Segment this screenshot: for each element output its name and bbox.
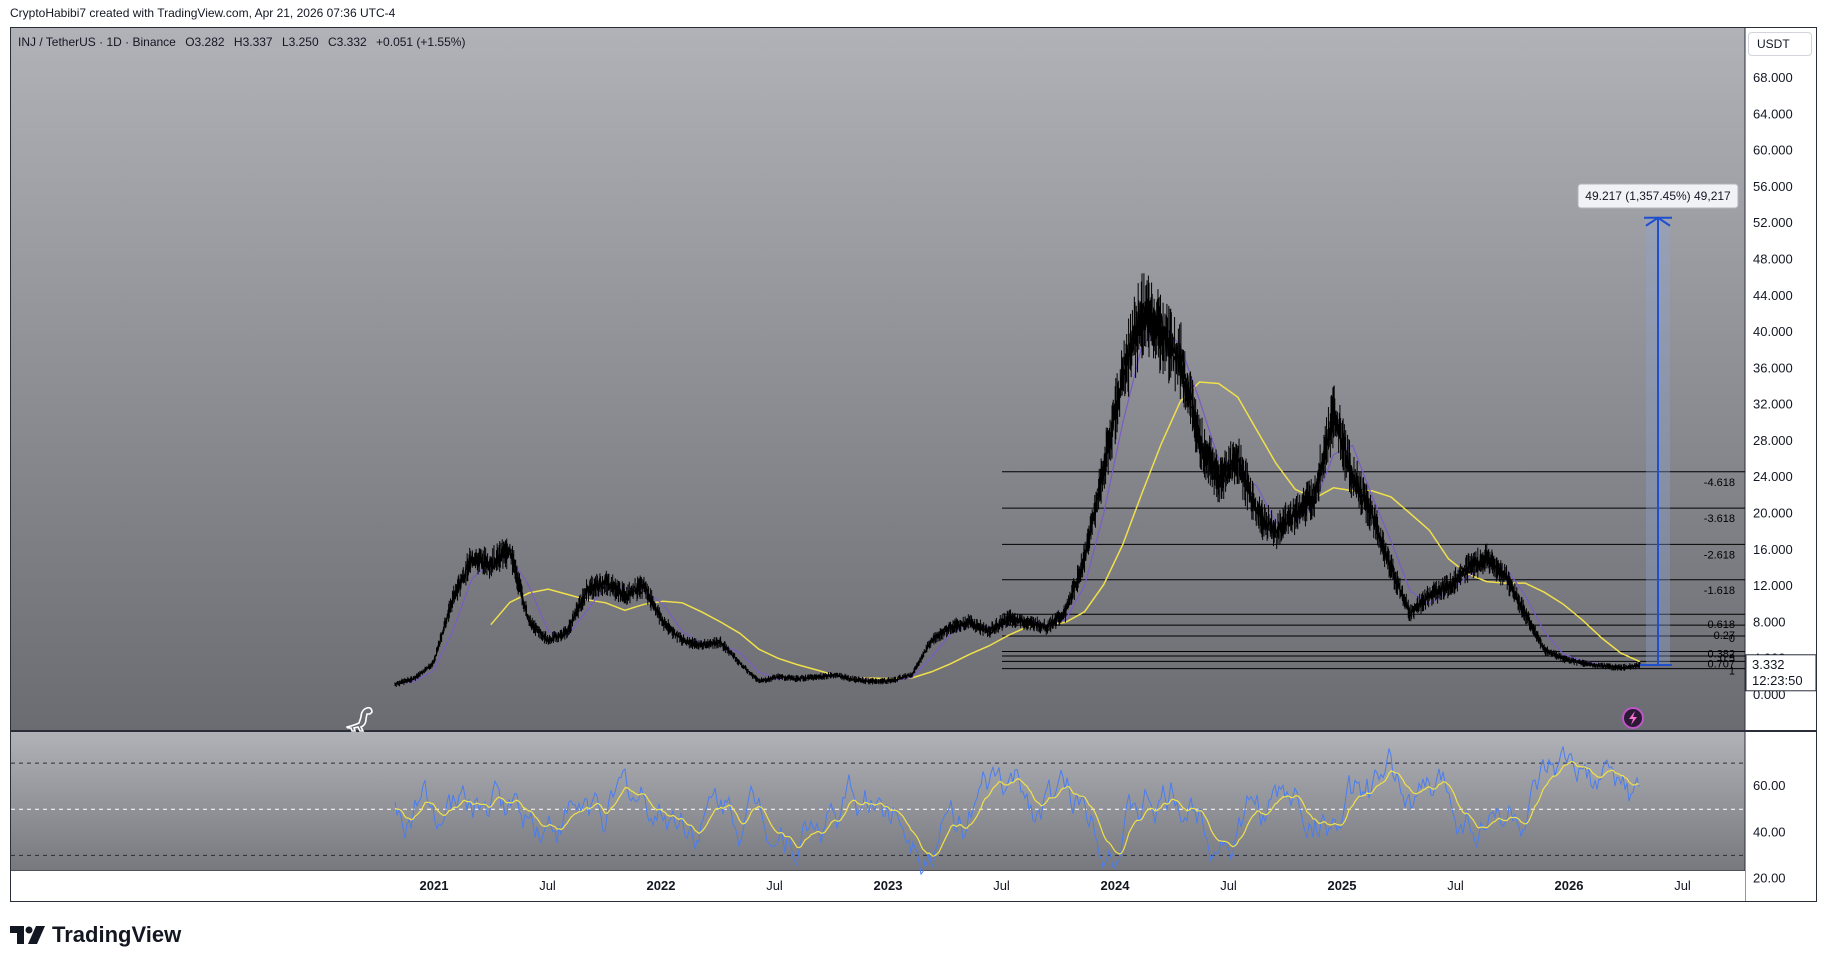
price-tick-label: 28.000 <box>1753 433 1793 448</box>
chart-credit: CryptoHabibi7 created with TradingView.c… <box>10 6 396 20</box>
price-tick-label: 36.000 <box>1753 360 1793 375</box>
ohlc-change: +0.051 (+1.55%) <box>376 35 466 49</box>
lightning-icon[interactable] <box>1622 707 1644 729</box>
dinosaur-icon[interactable] <box>346 706 373 732</box>
price-tick-label: 20.000 <box>1753 506 1793 521</box>
time-tick-label: 2022 <box>647 878 676 893</box>
rsi-line <box>394 746 1640 876</box>
rsi-axis-ticks: 20.00 40.00 60.00 <box>1753 778 1786 885</box>
rsi-tick-label: 20.00 <box>1753 870 1786 885</box>
rsi-tick-label: 40.00 <box>1753 824 1786 839</box>
fibonacci-extension[interactable]: -4.618-3.618-2.618-1.6180.618-0.2700.382… <box>1002 471 1745 678</box>
price-tick-label: 52.000 <box>1753 215 1793 230</box>
main-pane-background <box>11 28 1745 730</box>
price-axis-background <box>1745 28 1816 901</box>
fib-level-label: 0 <box>1729 633 1735 645</box>
time-tick-label: Jul <box>1447 878 1464 893</box>
ohlc-open: O3.282 <box>185 35 225 49</box>
time-tick-label: 2026 <box>1555 878 1584 893</box>
price-tick-label: 60.000 <box>1753 143 1793 158</box>
time-tick-label: Jul <box>1674 878 1691 893</box>
fib-level-label: -2.618 <box>1704 549 1735 561</box>
fib-level-label: -1.618 <box>1704 585 1735 597</box>
ohlc-low: L3.250 <box>281 35 319 49</box>
tradingview-logo[interactable]: TradingView <box>10 922 181 948</box>
fib-level-label: -4.618 <box>1704 477 1735 489</box>
price-tick-label: 68.000 <box>1753 70 1793 85</box>
price-tick-label: 24.000 <box>1753 469 1793 484</box>
time-tick-label: Jul <box>766 878 783 893</box>
bar-countdown: 12:23:50 <box>1752 673 1803 688</box>
price-tick-label: 32.000 <box>1753 397 1793 412</box>
time-tick-label: 2021 <box>420 878 449 893</box>
price-tick-label: 56.000 <box>1753 179 1793 194</box>
price-tick-label: 40.000 <box>1753 324 1793 339</box>
price-tick-label: 64.000 <box>1753 106 1793 121</box>
symbol-info-bar[interactable]: INJ / TetherUS · 1D · Binance O3.282 H3.… <box>18 35 471 49</box>
price-tick-label: 44.000 <box>1753 288 1793 303</box>
symbol-pair[interactable]: INJ / TetherUS · 1D · Binance <box>18 35 176 49</box>
measure-label-box <box>1577 183 1739 209</box>
brand-name: TradingView <box>52 922 182 947</box>
time-tick-label: 2023 <box>874 878 903 893</box>
price-tick-label: 12.000 <box>1753 578 1793 593</box>
fib-level-label: -3.618 <box>1704 513 1735 525</box>
time-tick-label: Jul <box>539 878 556 893</box>
rsi-ma-line <box>394 761 1640 857</box>
measure-label: 49.217 (1,357.45%) 49,217 <box>1585 189 1731 203</box>
rsi-indicator <box>11 746 1745 876</box>
fib-level-label: 0.5 <box>1720 653 1735 665</box>
currency-button[interactable]: USDT <box>1748 32 1812 56</box>
price-tick-label: 8.000 <box>1753 614 1786 629</box>
fib-level-label: 0.382 <box>1707 648 1735 660</box>
time-tick-label: 2025 <box>1328 878 1357 893</box>
price-line <box>394 300 1641 686</box>
time-tick-label: 2024 <box>1101 878 1131 893</box>
rsi-tick-label: 60.00 <box>1753 778 1786 793</box>
ohlc-close: C3.332 <box>328 35 367 49</box>
ohlc-high: H3.337 <box>233 35 273 49</box>
time-tick-label: Jul <box>1220 878 1237 893</box>
price-series <box>394 273 1641 687</box>
price-tick-label: 16.000 <box>1753 542 1793 557</box>
fib-level-label: 1 <box>1729 666 1735 678</box>
price-range-measure[interactable]: 49.217 (1,357.45%) 49,217 <box>1577 183 1739 667</box>
last-price-box <box>1745 654 1817 692</box>
time-axis-ticks: 2021 Jul 2022 Jul 2023 Jul 2024 Jul 2025 Jul 2026 J… <box>420 878 1691 893</box>
tradingview-logo-icon <box>10 926 45 944</box>
fib-level-label: 0.707 <box>1707 658 1735 670</box>
time-axis-background <box>11 871 1745 901</box>
price-tick-label: 48.000 <box>1753 251 1793 266</box>
time-tick-label: Jul <box>993 878 1010 893</box>
last-price-value: 3.332 <box>1752 657 1785 672</box>
